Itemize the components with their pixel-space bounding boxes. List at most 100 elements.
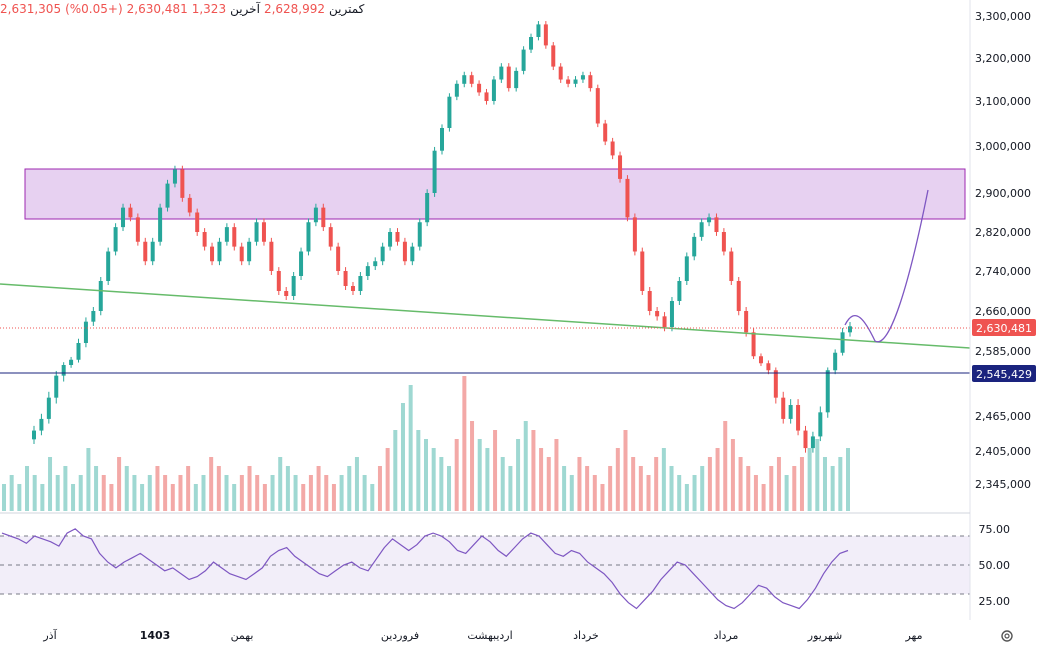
candle-body	[506, 66, 511, 89]
candle-body	[321, 207, 326, 228]
candle-body	[566, 79, 571, 84]
settings-icon[interactable]	[1000, 628, 1014, 642]
candle-body	[261, 222, 266, 242]
volume-bar	[86, 448, 91, 511]
candle-body	[32, 430, 36, 440]
candle-body	[684, 256, 689, 281]
candle-body	[276, 271, 281, 291]
candle-body	[83, 321, 88, 343]
candle-body	[158, 207, 163, 242]
price-tick-label: 3,000,000	[975, 140, 1031, 153]
last-price-badge-label: 2,630,481	[976, 322, 1032, 335]
volume-bar	[822, 457, 827, 511]
change-pct: (+0.05%)	[65, 2, 123, 16]
volume-bar	[109, 484, 114, 511]
volume-bar	[562, 466, 567, 511]
candle-body	[751, 332, 756, 357]
volume-bar	[377, 466, 382, 511]
price-tick-label: 3,200,000	[975, 52, 1031, 65]
candle-body	[128, 207, 133, 218]
projection-curve[interactable]	[844, 189, 929, 343]
candle-body	[647, 291, 652, 311]
price-tick-label: 2,345,000	[975, 478, 1031, 491]
time-tick-label: شهریور	[807, 629, 842, 642]
volume-bar	[669, 466, 674, 511]
volume-bar	[63, 466, 68, 511]
candle-body	[796, 405, 801, 431]
candle-body	[269, 241, 274, 271]
volume-bar	[615, 448, 620, 511]
volume-bar	[278, 457, 283, 511]
candle-body	[328, 227, 333, 247]
candle-body	[336, 246, 341, 271]
volume-bar	[216, 466, 221, 511]
volume-bar	[132, 475, 137, 511]
volume-bar	[78, 475, 83, 511]
volume-bar	[424, 439, 428, 511]
volume-bar	[815, 439, 820, 511]
candle-body	[491, 79, 496, 101]
candle-body	[462, 75, 467, 84]
time-tick-label: مهر	[904, 629, 922, 642]
candle-body	[744, 311, 749, 333]
candle-body	[380, 246, 385, 262]
volume-bar	[400, 403, 405, 511]
candle-body	[788, 405, 793, 419]
candle-body	[543, 24, 548, 46]
candle-body	[558, 66, 563, 80]
candle-body	[247, 241, 252, 262]
candle-body	[172, 169, 177, 184]
volume-bar	[508, 466, 513, 511]
volume-bar	[101, 475, 106, 511]
volume-bar	[677, 475, 682, 511]
volume-bar	[408, 385, 413, 511]
candle-body	[69, 359, 74, 365]
volume-bar	[738, 457, 743, 511]
candle-body	[358, 276, 363, 291]
volume-bar	[170, 484, 175, 511]
candle-body	[39, 418, 44, 431]
candle-body	[210, 246, 215, 262]
candle-body	[440, 128, 444, 151]
volume-bar	[546, 457, 551, 511]
candle-body	[121, 207, 126, 228]
volume-bar	[447, 466, 452, 511]
time-tick-label: فروردین	[381, 629, 419, 642]
candle-body	[721, 232, 726, 252]
candle-body	[499, 66, 504, 80]
volume-bar	[2, 484, 6, 511]
volume-bar	[454, 439, 459, 511]
volume-bar	[769, 466, 774, 511]
candle-body	[113, 227, 118, 252]
volume-bar	[431, 448, 436, 511]
volume-bar	[539, 448, 544, 511]
volume-bar	[94, 466, 99, 511]
candle-body	[143, 241, 148, 262]
volume-bar	[232, 484, 237, 511]
low-value: 2,628,992	[263, 2, 326, 16]
rsi-tick-label: 75.00	[979, 523, 1011, 536]
candle-body	[165, 183, 170, 208]
volume-bar	[71, 484, 76, 511]
candle-body	[707, 217, 712, 223]
volume-bar	[500, 457, 505, 511]
candle-body	[365, 266, 370, 276]
volume-bar	[55, 475, 60, 511]
time-tick-label: بهمن	[231, 629, 254, 642]
candle-body	[484, 92, 489, 101]
volume-bar	[40, 484, 45, 511]
candle-body	[254, 222, 259, 242]
candle-body	[810, 436, 815, 449]
trendline[interactable]	[0, 283, 971, 349]
volume-bar	[477, 439, 482, 511]
candle-body	[840, 332, 845, 353]
volume-bar	[324, 475, 329, 511]
candle-body	[410, 246, 415, 262]
volume-bar	[224, 475, 229, 511]
price-tick-label: 2,405,000	[975, 445, 1031, 458]
volume-bar	[178, 475, 183, 511]
candle-body	[469, 75, 474, 84]
candle-body	[669, 301, 674, 327]
candle-body	[699, 222, 704, 237]
